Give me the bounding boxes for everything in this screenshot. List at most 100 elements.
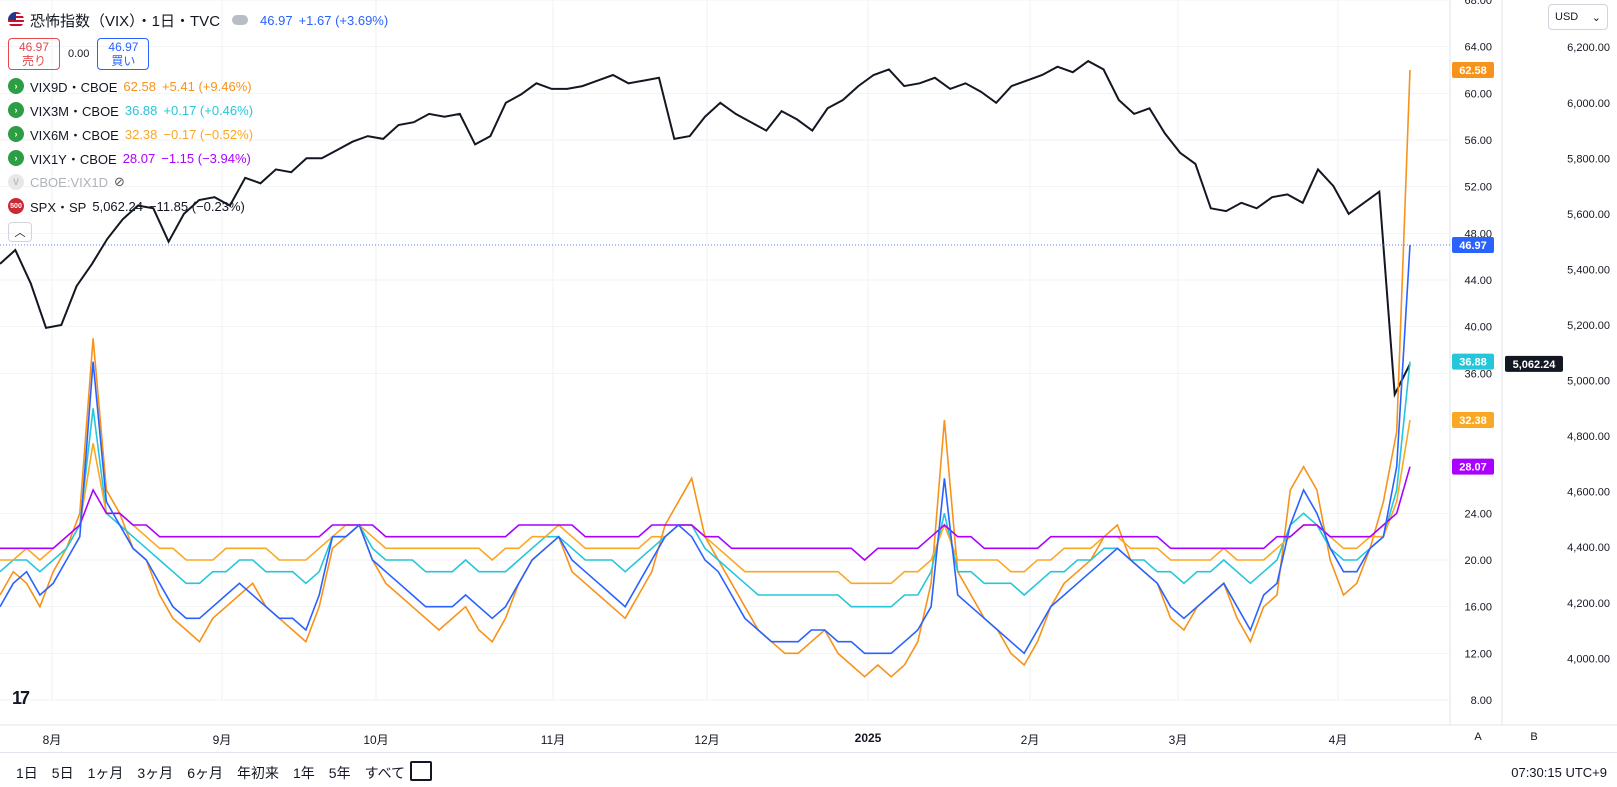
- trade-panel: 46.97 売り 0.00 46.97 買い: [8, 38, 388, 70]
- y-left-tick-label: 60.00: [1464, 88, 1492, 100]
- page-title: 恐怖指数（VIX）・1日・TVC: [30, 12, 221, 30]
- tradingview-logo-icon: 17: [12, 688, 30, 708]
- y-left-tick-label: 24.00: [1464, 508, 1492, 520]
- sell-value: 46.97: [18, 40, 50, 54]
- x-tick-label: 2月: [1020, 733, 1040, 747]
- series-line: [0, 466, 1411, 562]
- legend-change: −11.85 (−0.23%): [148, 198, 245, 214]
- legend-item[interactable]: › VIX9D・CBOE 62.58 +5.41 (+9.46%): [8, 74, 388, 98]
- price-tag-label: 62.58: [1459, 65, 1487, 77]
- x-tick-label: 10月: [363, 733, 389, 747]
- price-tag: [1505, 355, 1563, 372]
- legend-change: −0.17 (−0.52%): [163, 126, 254, 142]
- x-tick-label: 8月: [42, 733, 62, 747]
- legend: 恐怖指数（VIX）・1日・TVC 46.97 +1.67 (+3.69%) 46…: [8, 8, 388, 242]
- clock[interactable]: 07:30:15 UTC+9: [1511, 765, 1607, 780]
- price-tag-label: 5,062.24: [1513, 359, 1557, 371]
- price-tag-label: 36.88: [1459, 357, 1487, 369]
- legend-item[interactable]: › VIX6M・CBOE 32.38 −0.17 (−0.52%): [8, 122, 388, 146]
- legend-value: 62.58: [123, 78, 156, 94]
- range-button[interactable]: すべて: [364, 765, 406, 781]
- y-left-tick-label: 52.00: [1464, 182, 1492, 194]
- legend-item[interactable]: › VIX3M・CBOE 36.88 +0.17 (+0.46%): [8, 98, 388, 122]
- y-right-tick-label: 6,000.00: [1567, 98, 1610, 110]
- y-right-tick-label: 4,000.00: [1567, 653, 1610, 665]
- y-right-tick-label: 5,800.00: [1567, 153, 1610, 165]
- sell-label: 売り: [21, 54, 46, 68]
- range-button[interactable]: 年初来: [236, 765, 279, 781]
- range-button[interactable]: 5年: [328, 765, 351, 781]
- range-button[interactable]: 5日: [51, 765, 74, 781]
- legend-symbol: SPX・SP: [30, 199, 87, 215]
- auto-scale-button[interactable]: A: [1474, 731, 1482, 743]
- range-button[interactable]: 1日: [16, 765, 38, 781]
- legend-value: 36.88: [124, 102, 158, 118]
- hidden-eye-icon[interactable]: ⊘: [114, 174, 125, 189]
- market-status-icon[interactable]: [232, 15, 249, 25]
- y-left-tick-label: 8.00: [1471, 695, 1492, 707]
- y-right-tick-label: 5,400.00: [1567, 264, 1610, 276]
- bottom-toolbar: 1日 5日 1ヶ月 3ヶ月 6ヶ月 年初来 1年 5年 すべて 07:30:15 UTC+9: [0, 752, 1617, 787]
- y-right-tick-label: 4,600.00: [1567, 487, 1610, 499]
- price-tag: [1452, 62, 1494, 78]
- sp500-icon: 500: [8, 198, 24, 214]
- y-right-tick-label: 4,200.00: [1567, 598, 1610, 610]
- y-left-tick-label: 16.00: [1464, 602, 1492, 614]
- hidden-eye-icon: V: [8, 174, 24, 190]
- legend-symbol: VIX6M・CBOE: [30, 127, 119, 143]
- legend-value: 5,062.24: [92, 198, 143, 214]
- price-tag: [1452, 458, 1494, 475]
- x-tick-label: 3月: [1168, 733, 1188, 747]
- legend-item[interactable]: 500 SPX・SP 5,062.24 −11.85 (−0.23%): [8, 194, 388, 218]
- y-left-tick-label: 36.00: [1464, 368, 1492, 380]
- y-right-tick-label: 4,800.00: [1567, 431, 1610, 443]
- currency-select[interactable]: USD ⌄: [1548, 4, 1608, 30]
- legend-symbol: CBOE:VIX1D: [30, 174, 109, 190]
- legend-change: +5.41 (+9.46%): [161, 78, 252, 94]
- price-tag-label: 28.07: [1459, 462, 1487, 474]
- x-axis[interactable]: 8月 9月 10月 11月 12月 2025 2月 3月 4月: [0, 725, 1500, 751]
- range-button[interactable]: 1ヶ月: [87, 765, 124, 781]
- series-line: [0, 244, 1411, 655]
- legend-symbol: VIX9D・CBOE: [30, 79, 118, 95]
- y-left-tick-label: 44.00: [1464, 275, 1492, 287]
- legend-change: +0.17 (+0.46%): [163, 102, 254, 118]
- price-tag-label: 46.97: [1459, 240, 1487, 252]
- buy-button[interactable]: 46.97 買い: [97, 38, 150, 70]
- spread-value: 0.00: [68, 48, 90, 60]
- log-scale-button[interactable]: B: [1530, 731, 1538, 743]
- main-price: 46.97: [260, 12, 293, 28]
- x-tick-label: 2025: [854, 731, 882, 745]
- x-tick-label: 12月: [694, 733, 720, 747]
- buy-value: 46.97: [108, 40, 139, 54]
- y-left-tick-label: 68.00: [1464, 0, 1492, 7]
- legend-value: 32.38: [124, 126, 158, 142]
- price-tag: [1452, 412, 1494, 428]
- y-left-tick-label: 40.00: [1464, 322, 1492, 334]
- green-arrow-icon: ›: [8, 126, 24, 142]
- series-line: [0, 361, 1411, 608]
- green-arrow-icon: ›: [8, 78, 24, 94]
- legend-item[interactable]: V CBOE:VIX1D ⊘: [8, 170, 388, 194]
- green-arrow-icon: ›: [8, 102, 24, 118]
- legend-item[interactable]: › VIX1Y・CBOE 28.07 −1.15 (−3.94%): [8, 146, 388, 170]
- main-change: +1.67 (+3.69%): [298, 12, 389, 28]
- range-button[interactable]: 1年: [292, 765, 315, 781]
- x-tick-label: 4月: [1328, 733, 1348, 747]
- range-button[interactable]: 3ヶ月: [137, 765, 174, 781]
- collapse-legend-button[interactable]: ︿: [8, 222, 32, 242]
- legend-value: 28.07: [122, 150, 156, 166]
- legend-change: −1.15 (−3.94%): [161, 150, 251, 166]
- y-right-tick-label: 5,200.00: [1567, 320, 1610, 332]
- range-button[interactable]: 6ヶ月: [187, 765, 223, 781]
- date-range-buttons: 1日 5日 1ヶ月 3ヶ月 6ヶ月 年初来 1年 5年 すべて: [16, 763, 405, 783]
- sell-button[interactable]: 46.97 売り: [8, 38, 60, 70]
- calendar-icon[interactable]: [410, 761, 432, 781]
- price-tag: [1452, 237, 1494, 253]
- x-tick-label: 9月: [212, 733, 232, 747]
- series-line: [0, 59, 1411, 399]
- currency-label: USD: [1555, 11, 1579, 23]
- y-left-tick-label: 56.00: [1464, 135, 1492, 147]
- y-right-tick-label: 5,600.00: [1567, 209, 1610, 221]
